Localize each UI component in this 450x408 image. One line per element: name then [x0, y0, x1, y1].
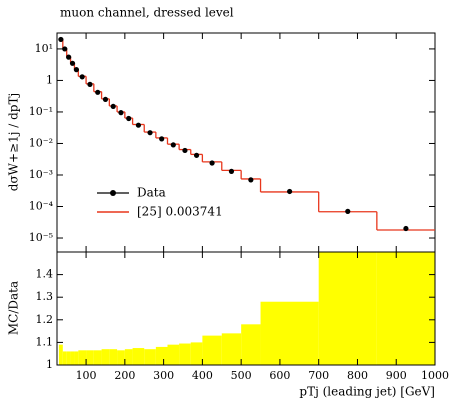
y-tick-label: 1.2	[36, 313, 54, 326]
data-point	[182, 147, 188, 154]
y-tick-label: 1.4	[36, 268, 54, 281]
y-tick-label: 1.3	[36, 290, 54, 303]
y-tick-label: 10⁻⁴	[29, 200, 54, 213]
uncertainty-band	[202, 335, 222, 365]
data-point	[118, 110, 124, 116]
data-point	[135, 122, 142, 128]
uncertainty-band	[144, 349, 156, 365]
ratio-y-label: MC/Data	[7, 281, 21, 335]
uncertainty-band	[318, 252, 377, 365]
y-tick-label: 10⁻³	[29, 168, 53, 181]
data-point	[248, 177, 254, 183]
uncertainty-band	[101, 349, 110, 365]
x-tick-label: 800	[347, 369, 368, 382]
x-tick-label: 100	[76, 369, 97, 382]
uncertainty-band	[124, 349, 133, 365]
data-point	[110, 103, 116, 110]
x-tick-label: 500	[231, 369, 252, 382]
uncertainty-band	[260, 301, 319, 365]
y-tick-label: 1.1	[36, 335, 54, 348]
y-tick-label: 10⁻⁵	[29, 231, 53, 244]
y-tick-label: 10⁻¹	[29, 105, 53, 118]
uncertainty-band	[221, 333, 242, 365]
data-point	[58, 36, 64, 43]
plot-frame	[56, 251, 436, 366]
plot-frame	[56, 32, 436, 253]
x-tick-label: 200	[114, 369, 135, 382]
legend-label: Data	[137, 186, 166, 200]
uncertainty-band	[86, 350, 94, 365]
x-tick-label: 700	[308, 369, 329, 382]
uncertainty-band	[70, 351, 75, 365]
data-point	[126, 115, 132, 122]
x-tick-label: 600	[269, 369, 290, 382]
data-point	[209, 160, 215, 166]
data-point	[159, 136, 165, 142]
data-point	[95, 89, 101, 95]
x-axis-label: pTj (leading jet) [GeV]	[299, 385, 435, 399]
uncertainty-band	[132, 348, 145, 365]
y-tick-label: 1	[46, 73, 53, 86]
y-tick-label: 10¹	[35, 42, 53, 55]
data-point	[345, 208, 351, 214]
uncertainty-band	[241, 324, 261, 365]
data-point	[66, 54, 72, 60]
data-point	[73, 67, 79, 73]
data-point	[403, 225, 409, 232]
data-point	[69, 60, 76, 66]
uncertainty-band	[117, 350, 125, 365]
chart-title: muon channel, dressed level	[60, 6, 234, 20]
legend-marker	[110, 190, 116, 196]
data-point	[87, 81, 93, 87]
uncertainty-band	[109, 349, 118, 365]
uncertainty-band	[167, 344, 180, 365]
uncertainty-band	[78, 350, 87, 365]
uncertainty-band	[179, 343, 191, 365]
data-point	[102, 96, 109, 103]
uncertainty-band	[376, 252, 435, 365]
x-tick-label: 400	[192, 369, 213, 382]
data-point	[147, 130, 153, 136]
uncertainty-band	[155, 346, 168, 365]
y-tick-label: 10⁻²	[29, 136, 53, 149]
x-tick-label: 1000	[421, 369, 449, 382]
data-point	[287, 188, 293, 195]
uncertainty-band	[62, 351, 67, 365]
y-axis-label: dσW+≥1j / dpTj	[7, 93, 21, 191]
uncertainty-band	[190, 342, 203, 365]
uncertainty-band	[58, 344, 63, 365]
uncertainty-band	[66, 351, 71, 365]
legend-label: [25] 0.003741	[137, 205, 223, 219]
data-point	[62, 46, 68, 52]
uncertainty-band	[93, 350, 102, 365]
data-point	[193, 152, 200, 158]
x-tick-label: 300	[153, 369, 174, 382]
y-tick-label: 1	[46, 358, 53, 371]
x-tick-label: 900	[386, 369, 407, 382]
uncertainty-band	[74, 351, 79, 365]
data-point	[79, 74, 85, 80]
data-point	[170, 142, 176, 148]
data-point	[228, 168, 235, 174]
